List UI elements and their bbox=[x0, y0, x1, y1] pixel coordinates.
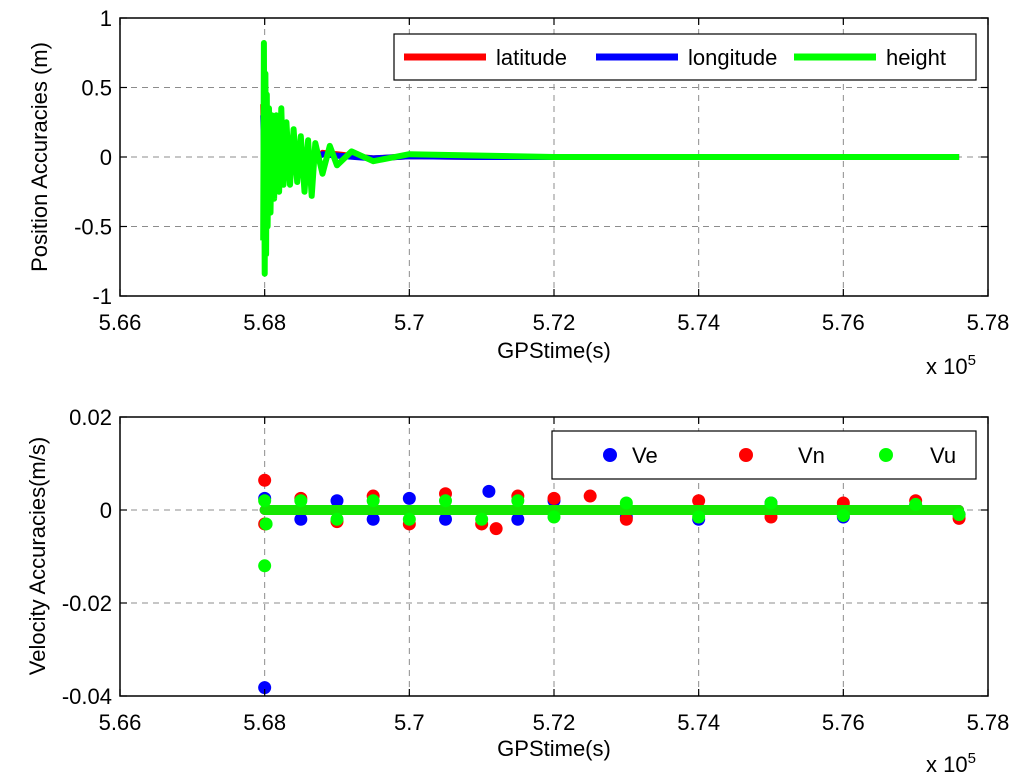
data-point-Vu bbox=[294, 494, 308, 508]
legend-marker-Vu bbox=[879, 448, 893, 462]
legend-label-height: height bbox=[886, 45, 946, 70]
x-tick-label: 5.78 bbox=[967, 310, 1010, 335]
x-tick-label: 5.76 bbox=[822, 310, 865, 335]
data-point-Vu bbox=[259, 517, 273, 531]
x-exponent-power: 5 bbox=[968, 750, 976, 767]
x-tick-label: 5.68 bbox=[243, 310, 286, 335]
data-point-Vu bbox=[619, 496, 633, 510]
legend: Ve Vn Vu bbox=[551, 430, 977, 480]
legend-label-longitude: longitude bbox=[688, 45, 777, 70]
x-tick-label: 5.78 bbox=[967, 710, 1010, 735]
x-tick-label: 5.76 bbox=[822, 710, 865, 735]
y-axis-label: Position Accuracies (m) bbox=[27, 42, 52, 272]
data-point-Vn bbox=[258, 473, 272, 487]
data-point-Vu bbox=[511, 494, 525, 508]
data-point-Vu bbox=[952, 508, 966, 522]
y-tick-labels: 0.02 0 -0.02 -0.04 bbox=[62, 405, 112, 709]
position-accuracies-chart: 10.50-0.5-1 5.66 5.68 5.7 5.72 5.74 5.76 5.78 … bbox=[27, 6, 1009, 379]
data-point-Vu bbox=[258, 559, 272, 573]
y-tick-label: 0 bbox=[100, 498, 112, 523]
x-tick-label: 5.7 bbox=[394, 310, 425, 335]
x-tick-label: 5.74 bbox=[677, 710, 720, 735]
legend-label-Vn: Vn bbox=[798, 443, 825, 468]
x-tick-label: 5.72 bbox=[533, 710, 576, 735]
legend-label-Ve: Ve bbox=[632, 443, 658, 468]
data-point-Vu bbox=[836, 509, 850, 523]
y-tick-labels: 1 0.5 0 -0.5 -1 bbox=[74, 6, 112, 309]
velocity-accuracies-chart: 0.020-0.02-0.04 5.66 5.68 5.7 5.72 5.74 5.76 5… bbox=[25, 405, 1009, 777]
y-tick-label: -0.5 bbox=[74, 215, 112, 240]
x-tick-label: 5.72 bbox=[533, 310, 576, 335]
data-point-Ve bbox=[439, 512, 452, 526]
y-tick-label: -0.04 bbox=[62, 684, 112, 709]
x-tick-label: 5.66 bbox=[99, 310, 142, 335]
x-tick-label: 5.66 bbox=[99, 710, 142, 735]
ticks bbox=[119, 17, 989, 297]
legend-marker-Ve bbox=[603, 448, 617, 462]
data-point-Ve bbox=[482, 484, 496, 498]
data-point-Vu bbox=[439, 494, 452, 508]
x-tick-label: 5.74 bbox=[677, 310, 720, 335]
x-exponent-power: 5 bbox=[968, 352, 976, 369]
y-tick-label: 0.5 bbox=[81, 76, 112, 101]
x-tick-label: 5.68 bbox=[243, 710, 286, 735]
x-axis-label: GPStime(s) bbox=[497, 736, 611, 761]
data-point-Vu bbox=[475, 512, 489, 526]
x-exponent-base: x 10 bbox=[926, 752, 968, 777]
data-point-Vu bbox=[547, 510, 561, 524]
x-axis-label: GPStime(s) bbox=[497, 338, 611, 363]
legend-box bbox=[393, 33, 977, 81]
legend-label-Vu: Vu bbox=[930, 443, 956, 468]
data-point-Vu bbox=[909, 497, 923, 511]
y-tick-label: 0.02 bbox=[69, 405, 112, 430]
series-layer bbox=[258, 473, 966, 695]
x-tick-label: 5.7 bbox=[394, 710, 425, 735]
data-point-Ve bbox=[330, 494, 344, 508]
y-tick-label: -0.02 bbox=[62, 591, 112, 616]
legend: latitude longitude height bbox=[393, 33, 977, 81]
data-point-Vn bbox=[692, 494, 706, 508]
data-point-Vu bbox=[692, 510, 706, 524]
data-point-Vu bbox=[366, 494, 380, 508]
data-point-Ve bbox=[258, 681, 272, 695]
y-tick-label: -1 bbox=[92, 284, 112, 309]
data-point-Vu bbox=[258, 494, 272, 508]
legend-marker-Vn bbox=[739, 448, 753, 462]
data-point-Vu bbox=[402, 512, 416, 526]
series-layer bbox=[260, 40, 960, 277]
data-point-Ve bbox=[366, 512, 380, 526]
x-exponent-label: x 105 bbox=[926, 750, 976, 777]
data-point-Vu bbox=[764, 496, 778, 510]
data-point-Vn bbox=[619, 512, 633, 526]
series-line-height bbox=[260, 40, 960, 277]
x-tick-labels: 5.66 5.68 5.7 5.72 5.74 5.76 5.78 bbox=[99, 710, 1010, 735]
y-tick-label: 0 bbox=[100, 145, 112, 170]
data-point-Vn bbox=[583, 489, 597, 503]
data-point-Vn bbox=[547, 491, 561, 505]
data-point-Ve bbox=[294, 512, 308, 526]
data-point-Ve bbox=[511, 512, 525, 526]
y-tick-label: 1 bbox=[100, 6, 112, 31]
legend-label-latitude: latitude bbox=[496, 45, 567, 70]
x-exponent-label: x 105 bbox=[926, 352, 976, 379]
x-exponent-base: x 10 bbox=[926, 354, 968, 379]
legend-box bbox=[551, 430, 977, 480]
data-point-Vu bbox=[330, 512, 344, 526]
data-point-Vn bbox=[489, 522, 503, 536]
y-axis-label: Velocity Accuracies(m/s) bbox=[25, 437, 50, 675]
data-point-Ve bbox=[402, 491, 416, 505]
x-tick-labels: 5.66 5.68 5.7 5.72 5.74 5.76 5.78 bbox=[99, 310, 1010, 335]
ticks bbox=[119, 416, 989, 697]
